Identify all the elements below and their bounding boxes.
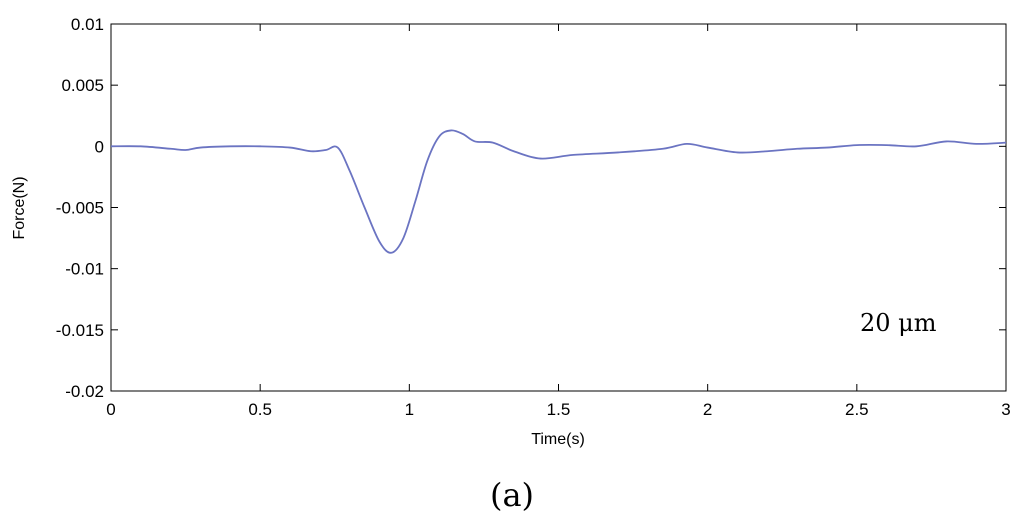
x-axis-title: Time(s) [531, 431, 585, 448]
force-chart: 0.01 0.005 0 -0.005 -0.01 -0.015 -0.02 0 0.5 1 1.… [11, 15, 1011, 448]
x-tick-labels: 0 0.5 1 1.5 2 2.5 3 [106, 400, 1010, 419]
y-axis-title: Force(N) [11, 176, 28, 239]
y-tick-label: 0.01 [71, 15, 104, 34]
x-tick-label: 1.5 [547, 400, 571, 419]
x-tick-label: 0 [106, 400, 115, 419]
y-tick-label: -0.005 [56, 199, 104, 218]
x-tick-label: 2.5 [845, 400, 869, 419]
y-tick-label: -0.015 [56, 321, 104, 340]
x-tick-label: 2 [703, 400, 712, 419]
y-tick-label: -0.02 [65, 382, 104, 401]
y-tick-label: 0 [95, 137, 104, 156]
y-tick-label: 0.005 [61, 76, 104, 95]
figure-caption: (a) [489, 476, 535, 514]
force-series-line [110, 129, 1007, 254]
annotation-text: 20 μm [860, 309, 937, 337]
y-tick-label: -0.01 [65, 260, 104, 279]
x-tick-label: 3 [1001, 400, 1010, 419]
x-tick-label: 1 [405, 400, 414, 419]
y-tick-labels: 0.01 0.005 0 -0.005 -0.01 -0.015 -0.02 [56, 15, 104, 401]
series-layer [110, 129, 1007, 254]
x-tick-label: 0.5 [248, 400, 272, 419]
plot-area [110, 23, 1007, 392]
